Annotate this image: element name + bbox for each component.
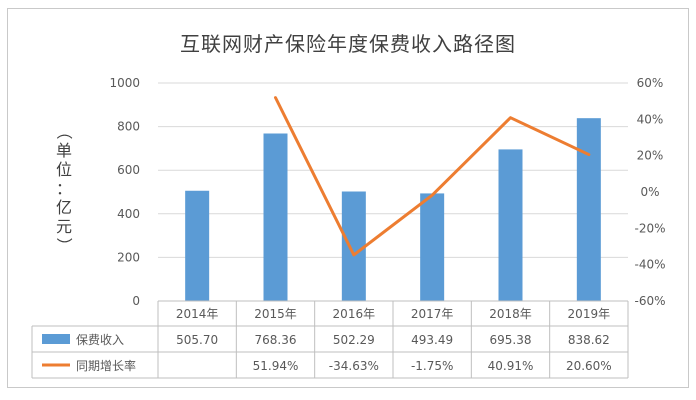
y-axis-label-char: 位	[55, 160, 72, 179]
x-tick-label: 2017年	[411, 307, 454, 321]
y-tick-label: 600	[117, 163, 140, 177]
x-tick-label: 2018年	[489, 307, 532, 321]
bar	[341, 191, 366, 301]
data-label: -1.75%	[411, 359, 453, 373]
chart-title: 互联网财产保险年度保费收入路径图	[180, 32, 516, 56]
data-label: 40.91%	[488, 359, 534, 373]
bar	[185, 190, 210, 301]
data-label: 505.70	[176, 333, 218, 347]
y-tick-label: 400	[117, 207, 140, 221]
y-axis-label-char: 亿	[55, 198, 72, 217]
data-label: 695.38	[490, 333, 532, 347]
y-axis-label-char: ：	[55, 179, 72, 198]
y-axis-label-char: 元	[55, 217, 72, 236]
y2-tick-label: -60%	[634, 294, 665, 308]
y-tick-label: 1000	[109, 76, 140, 90]
y-tick-label: 0	[132, 294, 140, 308]
x-tick-label: 2014年	[176, 307, 219, 321]
data-label: 768.36	[255, 333, 297, 347]
bar	[420, 193, 445, 301]
x-tick-label: 2015年	[254, 307, 297, 321]
x-tick-label: 2016年	[333, 307, 376, 321]
data-label: 20.60%	[566, 359, 612, 373]
bar	[263, 133, 288, 301]
y2-tick-label: 40%	[637, 112, 664, 126]
y-tick-label: 200	[117, 250, 140, 264]
data-label: 838.62	[568, 333, 610, 347]
data-label: 493.49	[411, 333, 453, 347]
growth-line	[274, 96, 591, 257]
y-axis-label-char: 单	[55, 141, 72, 160]
y-axis-label: （单位：亿元）	[52, 122, 76, 255]
x-tick-label: 2019年	[568, 307, 611, 321]
legend-label: 保费收入	[76, 333, 124, 347]
data-label: 502.29	[333, 333, 375, 347]
y2-tick-label: -20%	[634, 221, 665, 235]
y2-tick-label: 20%	[637, 149, 664, 163]
data-label: 51.94%	[253, 359, 299, 373]
y2-tick-label: -40%	[634, 258, 665, 272]
legend-key-bars	[42, 334, 70, 344]
bar	[498, 149, 523, 301]
bar	[576, 118, 601, 301]
data-label: -34.63%	[329, 359, 379, 373]
y2-tick-label: 60%	[637, 76, 664, 90]
legend-label: 同期增长率	[76, 358, 136, 373]
y2-tick-label: 0%	[640, 185, 659, 199]
y-tick-label: 800	[117, 120, 140, 134]
